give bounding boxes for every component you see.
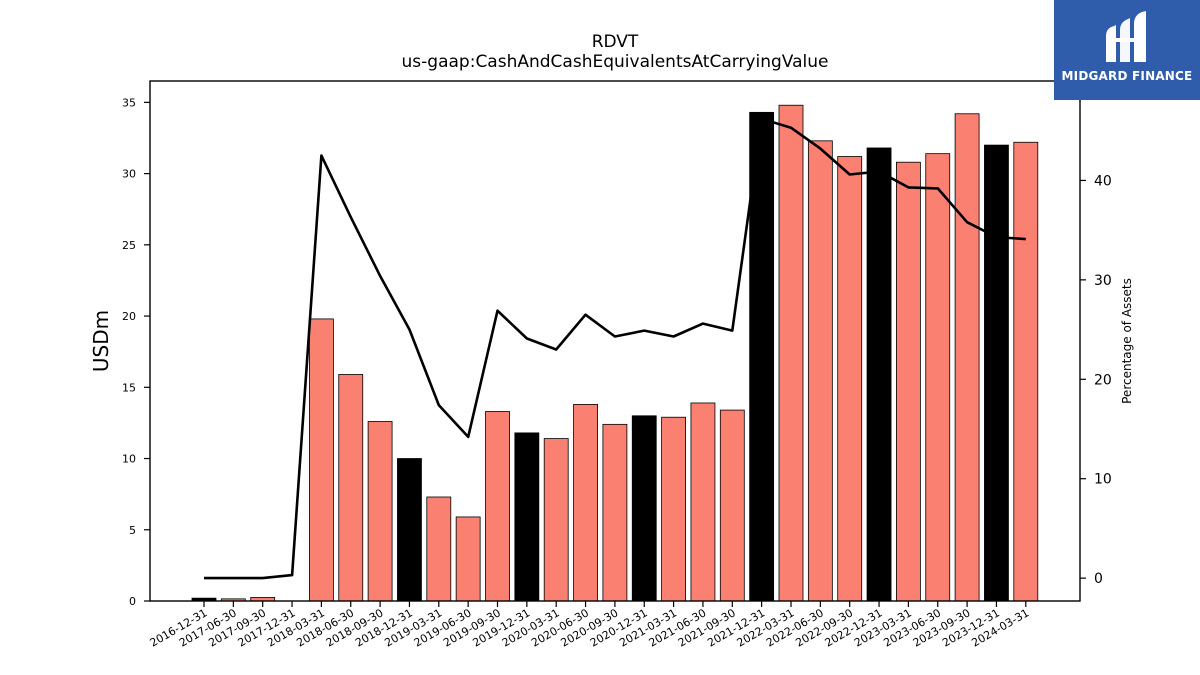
y2-tick-label: 40 bbox=[1094, 173, 1112, 189]
bar-2019-12-31 bbox=[515, 433, 539, 601]
y-tick-label: 35 bbox=[122, 96, 136, 109]
bar-2024-03-31 bbox=[1014, 142, 1038, 601]
chart-canvas: 0 5 10 15 20 25 30 35 0 10 20 30 40 2016-12-312017-… bbox=[0, 0, 1200, 675]
bar-2018-09-30 bbox=[368, 421, 392, 601]
y-tick-label: 30 bbox=[122, 168, 136, 181]
bar-2023-06-30 bbox=[926, 154, 950, 601]
bar-2021-09-30 bbox=[720, 410, 744, 601]
x-axis: 2016-12-312017-06-302017-09-302017-12-31… bbox=[148, 601, 1032, 650]
y-tick-label: 15 bbox=[122, 381, 136, 394]
bar-2023-09-30 bbox=[955, 114, 979, 601]
bar-2020-12-31 bbox=[632, 416, 656, 601]
bar-2022-09-30 bbox=[838, 157, 862, 601]
y2-tick-label: 30 bbox=[1094, 273, 1112, 289]
y-tick-label: 20 bbox=[122, 310, 136, 323]
chart-title: RDVT bbox=[0, 32, 1200, 52]
y2-axis-label: Percentage of Assets bbox=[1120, 278, 1134, 404]
bar-2019-09-30 bbox=[486, 412, 510, 601]
bar-2020-06-30 bbox=[574, 404, 598, 601]
bar-2023-12-31 bbox=[984, 145, 1008, 601]
y-axis-label: USDm bbox=[89, 310, 113, 372]
brand-logo: MIDGARD FINANCE bbox=[1054, 0, 1200, 100]
y-axis-right: 0 10 20 30 40 bbox=[1080, 173, 1112, 587]
bar-2018-12-31 bbox=[397, 459, 421, 601]
y2-tick-label: 0 bbox=[1094, 571, 1103, 587]
y-tick-label: 10 bbox=[122, 453, 136, 466]
bar-2022-03-31 bbox=[779, 105, 803, 601]
bar-2019-06-30 bbox=[456, 517, 480, 601]
y-tick-label: 0 bbox=[129, 595, 136, 608]
bar-2021-03-31 bbox=[662, 417, 686, 601]
chart-subtitle: us-gaap:CashAndCashEquivalentsAtCarrying… bbox=[0, 52, 1200, 72]
y-tick-label: 5 bbox=[129, 524, 136, 537]
bar-2021-06-30 bbox=[691, 403, 715, 601]
y2-tick-label: 10 bbox=[1094, 472, 1112, 488]
midgard-logo-icon bbox=[1054, 0, 1200, 70]
y-axis-left: 0 5 10 15 20 25 30 35 bbox=[122, 96, 150, 608]
bar-2020-03-31 bbox=[544, 439, 568, 601]
bar-2018-03-31 bbox=[309, 319, 333, 601]
bar-2022-12-31 bbox=[867, 148, 891, 601]
bar-2019-03-31 bbox=[427, 497, 451, 601]
bar-2018-06-30 bbox=[339, 374, 363, 601]
y2-tick-label: 20 bbox=[1094, 372, 1112, 388]
bar-2022-06-30 bbox=[808, 141, 832, 601]
bar-2020-09-30 bbox=[603, 424, 627, 601]
logo-text: MIDGARD FINANCE bbox=[1054, 69, 1200, 83]
bar-2023-03-31 bbox=[896, 162, 920, 601]
y-tick-label: 25 bbox=[122, 239, 136, 252]
